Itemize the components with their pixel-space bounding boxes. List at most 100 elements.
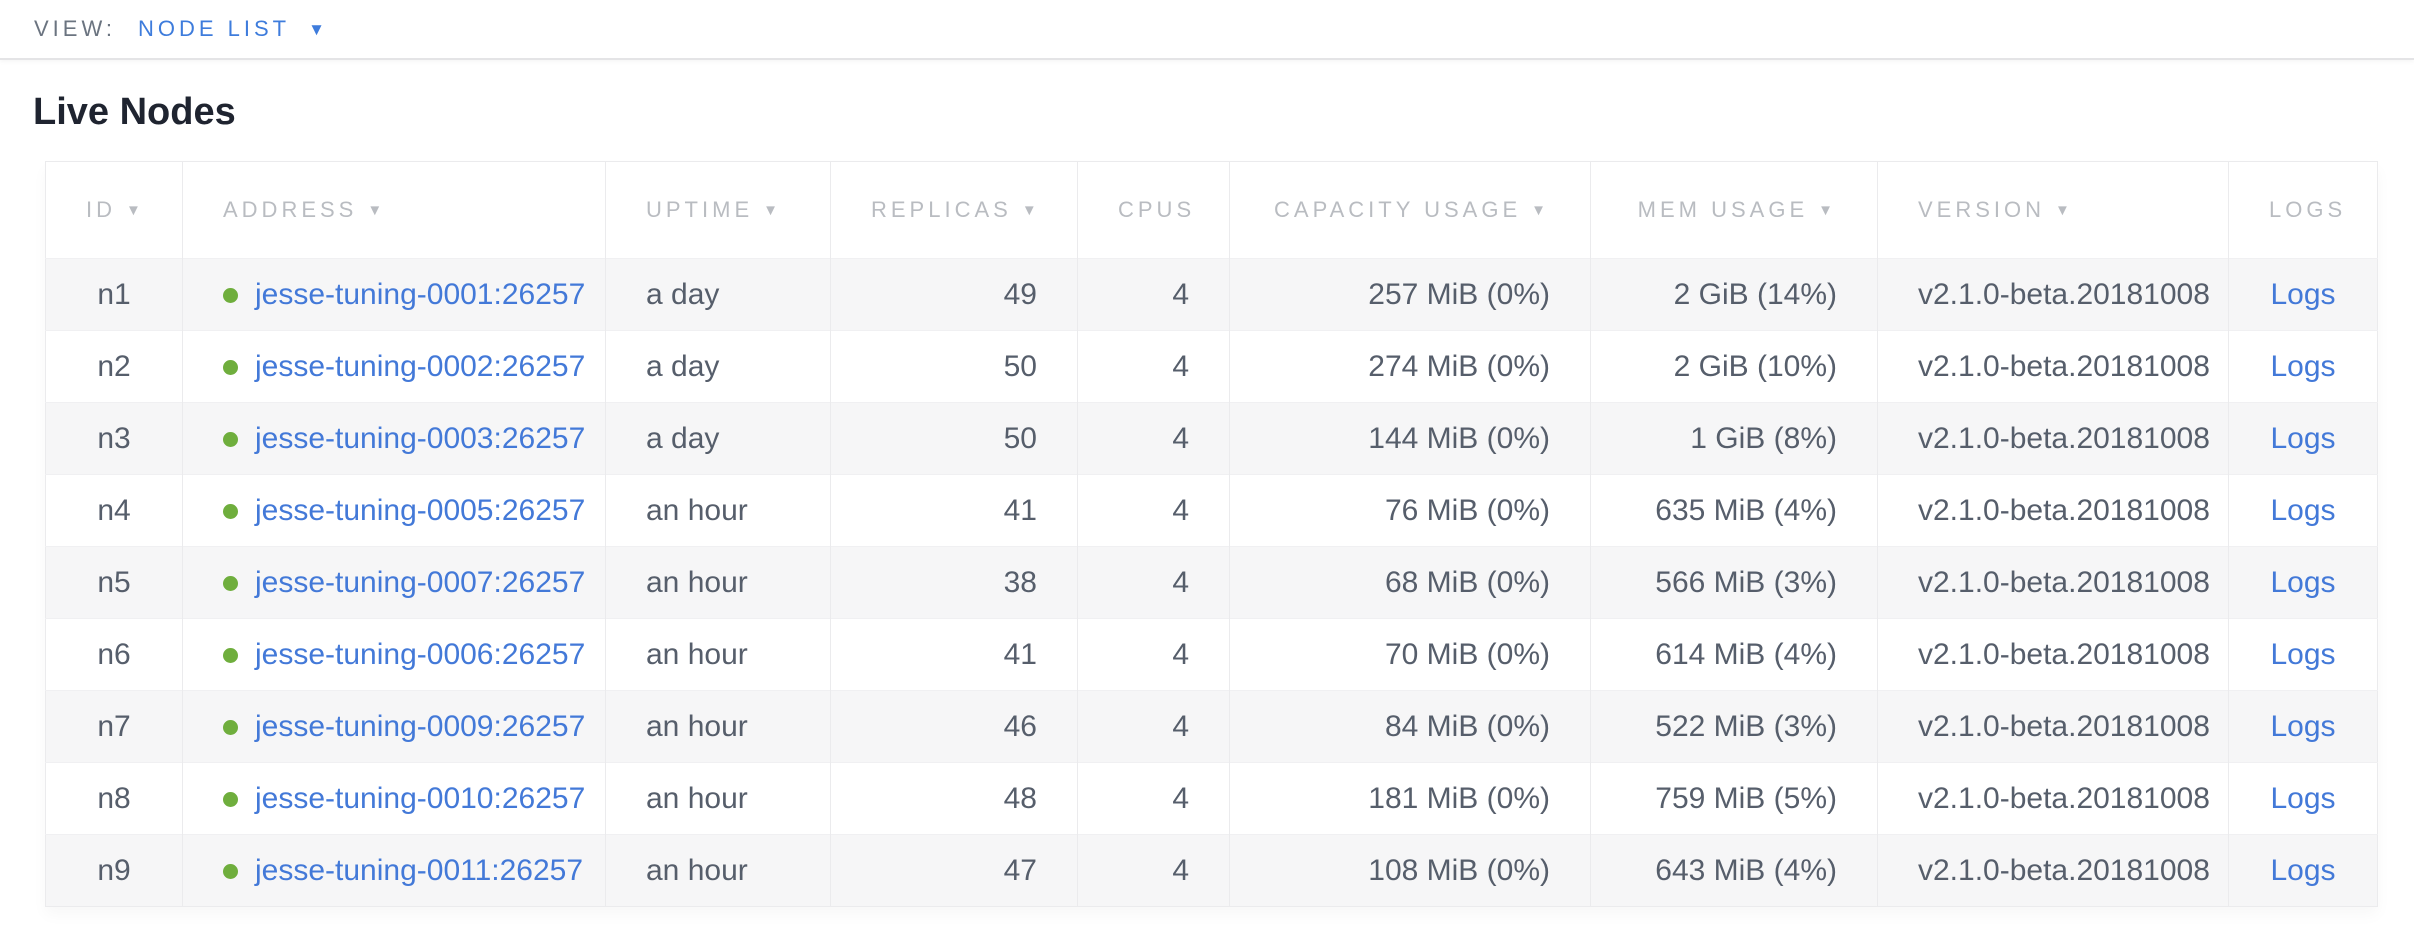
column-header-label: UPTIME [646, 197, 754, 222]
live-nodes-table: ID ▼ ADDRESS ▼ UPTIME ▼ REPLICAS ▼ CPUS CAPACITY … [45, 161, 2378, 907]
table-row-n4: n4 jesse-tuning-0005:26257 an hour 41 4 76 Mi… [45, 474, 2378, 547]
node-address-link[interactable]: jesse-tuning-0011:26257 [255, 854, 584, 888]
cell-replicas: 50 [830, 402, 1078, 475]
cell-address: jesse-tuning-0009:26257 [182, 690, 606, 763]
node-logs-link[interactable]: Logs [2270, 277, 2336, 311]
chevron-down-icon: ▼ [308, 19, 325, 39]
node-address-link[interactable]: jesse-tuning-0010:26257 [255, 782, 586, 816]
node-address-link[interactable]: jesse-tuning-0001:26257 [255, 278, 586, 312]
sort-desc-icon: ▼ [2055, 202, 2074, 219]
node-address-link[interactable]: jesse-tuning-0003:26257 [255, 422, 586, 456]
node-live-status-icon [223, 287, 238, 303]
cell-cpus: 4 [1077, 834, 1230, 907]
cell-replicas: 47 [830, 834, 1078, 907]
node-address: jesse-tuning-0005:26257 [223, 494, 585, 528]
node-live-status-icon [223, 431, 238, 447]
node-logs-link[interactable]: Logs [2270, 637, 2336, 671]
node-logs-link[interactable]: Logs [2270, 781, 2336, 815]
node-address-link[interactable]: jesse-tuning-0009:26257 [255, 710, 586, 744]
node-logs-link[interactable]: Logs [2270, 853, 2336, 887]
cell-replicas: 41 [830, 618, 1078, 691]
cell-address: jesse-tuning-0001:26257 [182, 258, 606, 331]
cell-version: v2.1.0-beta.20181008 [1877, 330, 2229, 403]
cell-mem: 759 MiB (5%) [1590, 762, 1878, 835]
cell-address: jesse-tuning-0010:26257 [182, 762, 606, 835]
column-header-mem[interactable]: MEM USAGE ▼ [1590, 161, 1878, 259]
cell-cpus: 4 [1077, 762, 1230, 835]
node-logs-link[interactable]: Logs [2270, 349, 2336, 383]
node-address: jesse-tuning-0007:26257 [223, 566, 585, 600]
node-address: jesse-tuning-0006:26257 [223, 638, 585, 672]
column-header-label: ADDRESS [223, 197, 358, 222]
cell-version: v2.1.0-beta.20181008 [1877, 762, 2229, 835]
table-row-n3: n3 jesse-tuning-0003:26257 a day 50 4 144 MiB… [45, 402, 2378, 475]
cell-id: n2 [45, 330, 183, 403]
table-row-n1: n1 jesse-tuning-0001:26257 a day 49 4 257 MiB… [45, 258, 2378, 331]
cell-id: n7 [45, 690, 183, 763]
cell-capacity: 68 MiB (0%) [1229, 546, 1591, 619]
node-logs-link[interactable]: Logs [2270, 493, 2336, 527]
cell-mem: 635 MiB (4%) [1590, 474, 1878, 547]
cell-uptime: an hour [605, 834, 831, 907]
column-header-logs: LOGS [2228, 161, 2378, 259]
cell-address: jesse-tuning-0005:26257 [182, 474, 606, 547]
view-bar: VIEW: NODE LIST ▼ [0, 0, 2414, 60]
cell-uptime: an hour [605, 474, 831, 547]
cell-replicas: 41 [830, 474, 1078, 547]
node-address-link[interactable]: jesse-tuning-0002:26257 [255, 350, 586, 384]
column-header-capacity[interactable]: CAPACITY USAGE ▼ [1229, 161, 1591, 259]
sort-desc-icon: ▼ [367, 202, 387, 219]
node-address-link[interactable]: jesse-tuning-0007:26257 [255, 566, 586, 600]
node-live-status-icon [223, 791, 238, 807]
cell-logs: Logs [2228, 618, 2378, 691]
column-header-label: VERSION [1918, 197, 2046, 222]
node-live-status-icon [223, 359, 238, 375]
cell-capacity: 76 MiB (0%) [1229, 474, 1591, 547]
column-header-label: CAPACITY USAGE [1274, 197, 1522, 222]
cell-logs: Logs [2228, 330, 2378, 403]
column-header-uptime[interactable]: UPTIME ▼ [605, 161, 831, 259]
cell-capacity: 181 MiB (0%) [1229, 762, 1591, 835]
cell-replicas: 38 [830, 546, 1078, 619]
cell-logs: Logs [2228, 690, 2378, 763]
node-address: jesse-tuning-0009:26257 [223, 710, 585, 744]
cell-cpus: 4 [1077, 402, 1230, 475]
page-title: Live Nodes [33, 91, 236, 133]
cell-capacity: 144 MiB (0%) [1229, 402, 1591, 475]
column-header-replicas[interactable]: REPLICAS ▼ [830, 161, 1078, 259]
cell-logs: Logs [2228, 546, 2378, 619]
cell-logs: Logs [2228, 834, 2378, 907]
cell-mem: 2 GiB (10%) [1590, 330, 1878, 403]
cell-mem: 1 GiB (8%) [1590, 402, 1878, 475]
cell-version: v2.1.0-beta.20181008 [1877, 618, 2229, 691]
cell-uptime: a day [605, 330, 831, 403]
cell-mem: 643 MiB (4%) [1590, 834, 1878, 907]
cell-version: v2.1.0-beta.20181008 [1877, 546, 2229, 619]
view-selector-dropdown[interactable]: NODE LIST ▼ [138, 16, 325, 42]
cell-version: v2.1.0-beta.20181008 [1877, 258, 2229, 331]
column-header-version[interactable]: VERSION ▼ [1877, 161, 2229, 259]
sort-desc-icon: ▼ [763, 202, 782, 219]
table-body: n1 jesse-tuning-0001:26257 a day 49 4 257 MiB… [45, 258, 2378, 907]
node-logs-link[interactable]: Logs [2270, 709, 2336, 743]
cell-cpus: 4 [1077, 690, 1230, 763]
node-logs-link[interactable]: Logs [2270, 421, 2336, 455]
cell-mem: 2 GiB (14%) [1590, 258, 1878, 331]
cell-cpus: 4 [1077, 546, 1230, 619]
cell-uptime: a day [605, 402, 831, 475]
cell-capacity: 257 MiB (0%) [1229, 258, 1591, 331]
column-header-id[interactable]: ID ▼ [45, 161, 183, 259]
column-header-address[interactable]: ADDRESS ▼ [182, 161, 606, 259]
cell-cpus: 4 [1077, 474, 1230, 547]
node-logs-link[interactable]: Logs [2270, 565, 2336, 599]
node-address-link[interactable]: jesse-tuning-0006:26257 [255, 638, 586, 672]
sort-desc-icon: ▼ [1021, 202, 1041, 219]
view-label: VIEW: [34, 16, 116, 41]
table-header-row: ID ▼ ADDRESS ▼ UPTIME ▼ REPLICAS ▼ CPUS CAPACITY … [45, 161, 2378, 259]
node-address: jesse-tuning-0010:26257 [223, 782, 585, 816]
node-address-link[interactable]: jesse-tuning-0005:26257 [255, 494, 586, 528]
cell-logs: Logs [2228, 474, 2378, 547]
cell-address: jesse-tuning-0003:26257 [182, 402, 606, 475]
cell-uptime: a day [605, 258, 831, 331]
table-row-n8: n8 jesse-tuning-0010:26257 an hour 48 4 181 M… [45, 762, 2378, 835]
